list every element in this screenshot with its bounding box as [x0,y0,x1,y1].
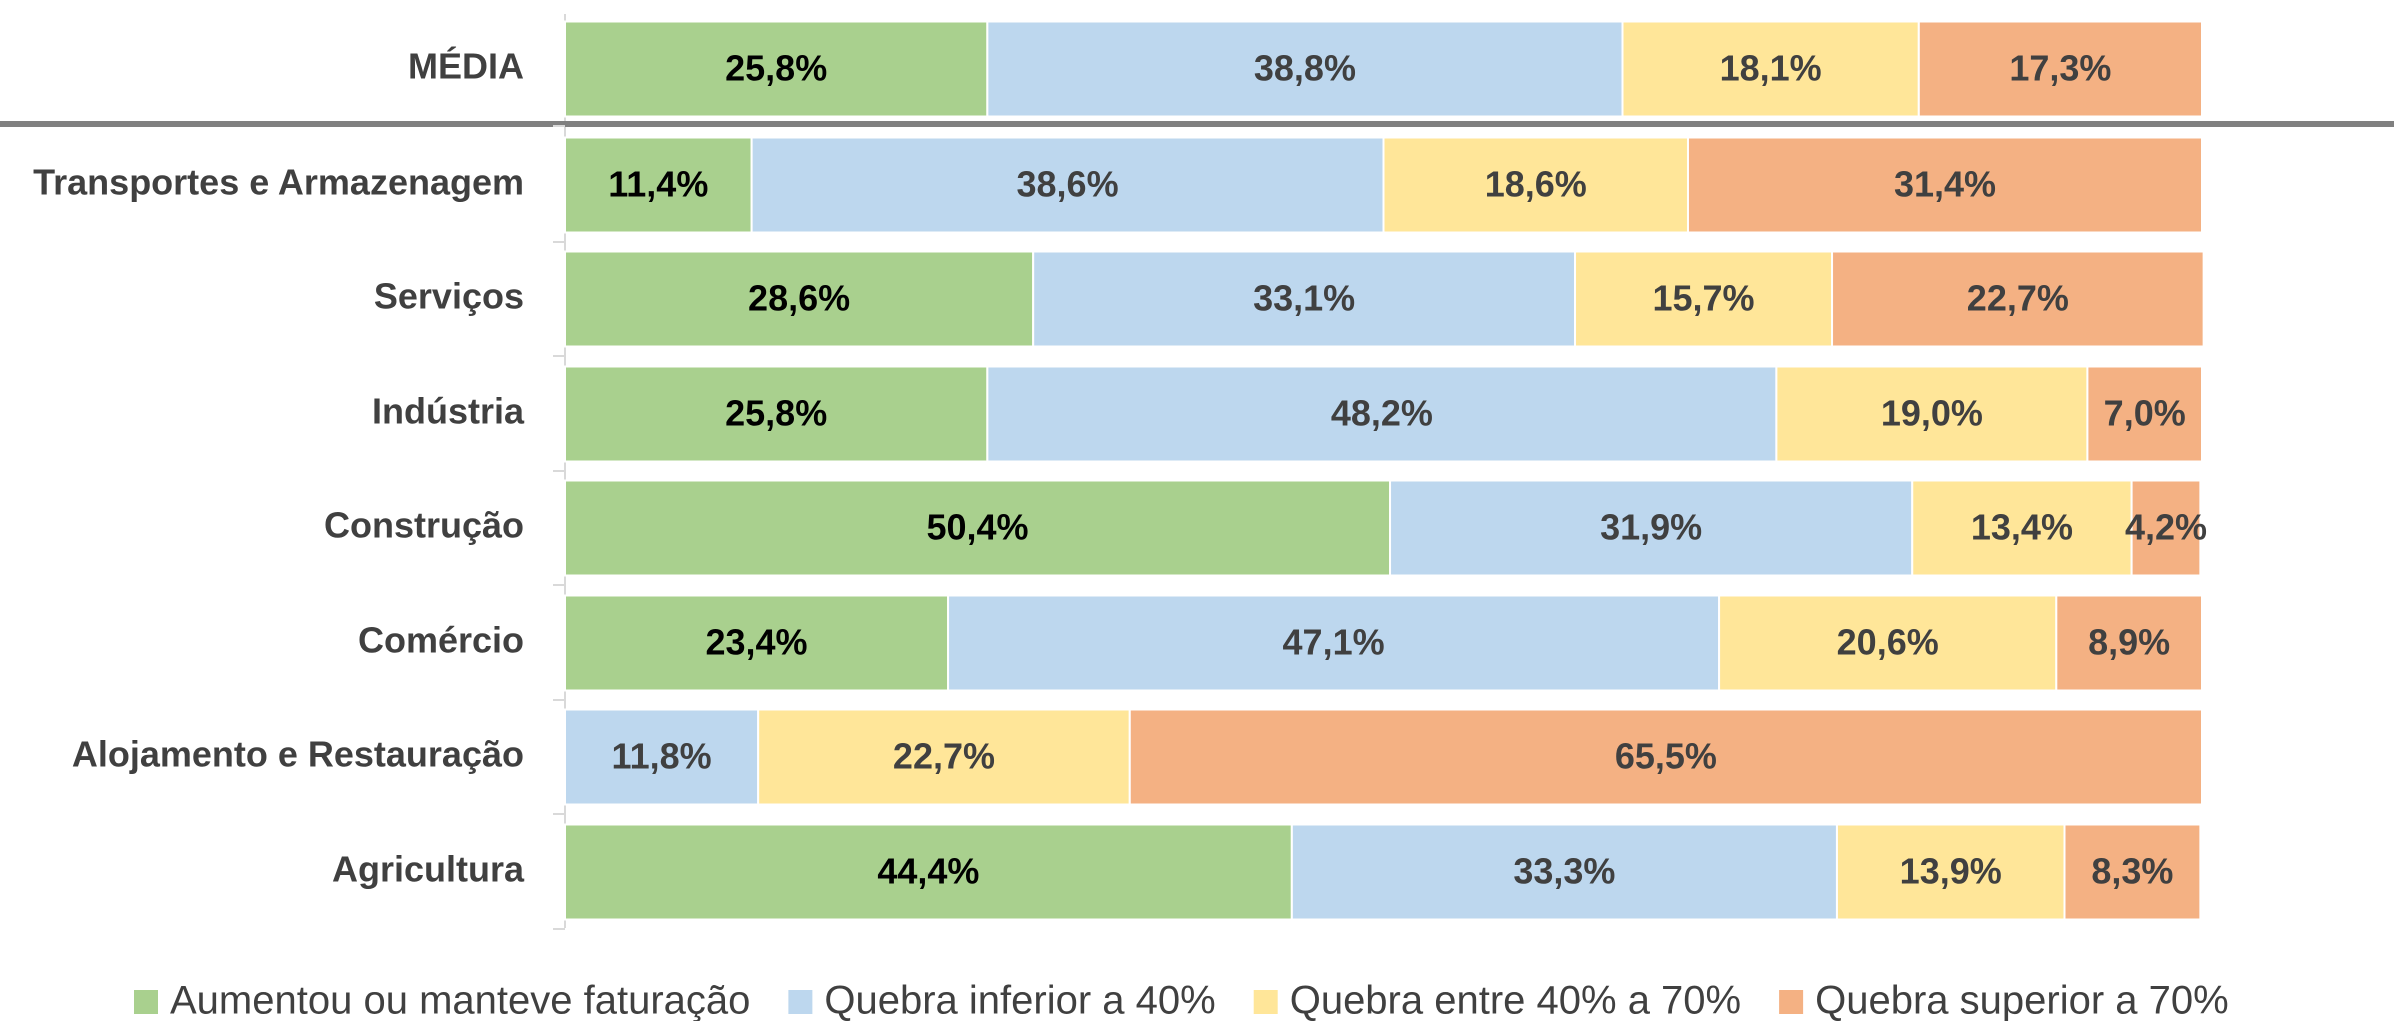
bar-segment [564,594,950,692]
bar-segment [2055,594,2203,692]
bar-segment [564,250,1035,348]
category-label: Alojamento e Restauração [72,734,524,775]
bar-segment [2130,479,2202,577]
data-label: 33,1% [1253,278,1355,319]
data-label: 25,8% [725,393,827,434]
data-label: 11,4% [608,164,708,205]
legend-label: Quebra entre 40% a 70% [1290,979,1741,1021]
legend-label: Quebra superior a 70% [1815,979,2229,1021]
category-label: MÉDIA [408,46,524,87]
bar-segment [986,20,1624,118]
data-label: 38,6% [1017,164,1119,205]
data-label: 17,3% [2009,48,2111,89]
data-label: 31,9% [1600,507,1702,548]
bar-segment [1128,708,2203,806]
data-label: 65,5% [1615,736,1717,777]
data-label: 13,9% [1900,851,2002,892]
legend-label: Quebra inferior a 40% [824,979,1215,1021]
data-label: 33,3% [1513,851,1615,892]
bar-segment [1917,20,2203,118]
legend-swatch [134,990,158,1014]
data-label: 38,8% [1254,48,1356,89]
data-label: 15,7% [1652,278,1754,319]
bar-segment [947,594,1721,692]
data-label: 8,9% [2088,622,2170,663]
bar-segment [564,479,1392,577]
bar-segment [986,365,1778,463]
category-label: Comércio [358,620,524,661]
bar-segment [564,823,1293,921]
data-label: 31,4% [1894,164,1996,205]
bar-segment [1032,250,1577,348]
bar-segment [1389,479,1914,577]
separator [0,121,2394,127]
data-label: 11,8% [612,736,712,777]
bar-segment [757,708,1131,806]
data-label: 8,3% [2091,851,2173,892]
data-label: 22,7% [1967,278,2069,319]
data-label: 44,4% [877,851,979,892]
bar-segment [2063,823,2202,921]
data-label: 18,6% [1485,164,1587,205]
bar-segment [564,365,989,463]
category-label: Agricultura [332,849,525,890]
bar-segment [564,20,989,118]
bar-segment [2086,365,2203,463]
bar-segment [1686,136,2204,234]
data-label: 18,1% [1720,48,1822,89]
bar-segment [564,136,753,234]
bar-segment [1718,594,2058,692]
data-label: 20,6% [1837,622,1939,663]
category-label: Construção [324,505,524,546]
category-label: Indústria [372,391,525,432]
legend-swatch [1253,990,1278,1014]
data-label: 13,4% [1971,507,2073,548]
category-label: Transportes e Armazenagem [33,162,524,203]
bar-segment [1775,365,2089,463]
data-label: 22,7% [893,736,995,777]
data-label: 19,0% [1881,393,1983,434]
data-label: 50,4% [926,507,1028,548]
bar-segment [1831,250,2205,348]
data-label: 25,8% [725,48,827,89]
bar-segment [564,708,760,806]
legend-swatch [1779,990,1804,1014]
legend-swatch [788,990,813,1014]
bar-segment [750,136,1385,234]
data-label: 23,4% [705,622,807,663]
category-label: Serviços [374,276,524,317]
bar-segment [1574,250,1834,348]
bar-segment [1382,136,1689,234]
bar-segment [1835,823,2066,921]
bar-segment [1621,20,1920,118]
data-label: 4,2% [2125,507,2207,548]
data-label: 28,6% [748,278,850,319]
data-label: 47,1% [1283,622,1385,663]
legend-label: Aumentou ou manteve faturação [170,979,750,1021]
data-label: 7,0% [2104,393,2186,434]
data-label: 48,2% [1331,393,1433,434]
